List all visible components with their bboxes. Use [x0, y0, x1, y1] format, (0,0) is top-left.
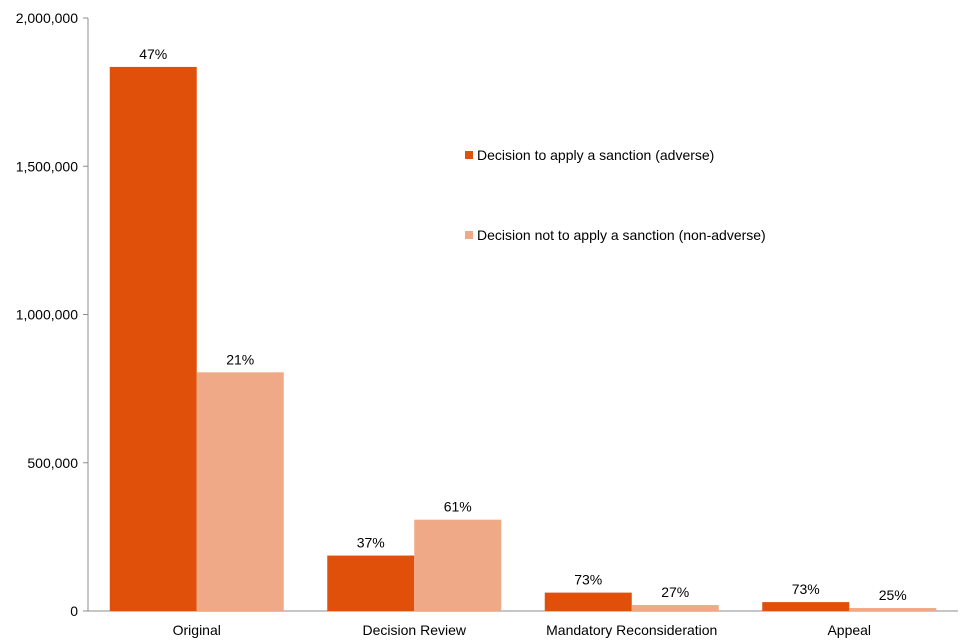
y-ticks: 0 500,000 1,000,000 1,500,000 2,000,000	[16, 10, 88, 619]
bar	[414, 519, 502, 611]
bar	[849, 608, 937, 611]
data-label: 25%	[879, 587, 907, 603]
category-label: Appeal	[827, 622, 871, 638]
bar	[762, 602, 850, 611]
legend-swatch	[465, 151, 473, 159]
bars	[109, 66, 937, 612]
data-label: 27%	[661, 584, 689, 600]
y-tick-label: 1,000,000	[16, 307, 78, 323]
category-label: Decision Review	[363, 622, 467, 638]
category-labels: Original Decision Review Mandatory Reconsi…	[173, 622, 871, 638]
y-tick-label: 2,000,000	[16, 10, 78, 26]
data-labels: 47% 21% 37% 61% 73% 27% 73% 25%	[139, 46, 907, 603]
legend: Decision to apply a sanction (adverse) De…	[465, 147, 766, 243]
data-label: 61%	[444, 499, 472, 515]
legend-label: Decision not to apply a sanction (non-ad…	[477, 227, 766, 243]
data-label: 37%	[357, 535, 385, 551]
bar	[196, 372, 284, 611]
bar	[109, 66, 197, 612]
bar	[544, 592, 632, 611]
legend-label: Decision to apply a sanction (adverse)	[477, 147, 714, 163]
bar	[631, 605, 719, 611]
category-label: Mandatory Reconsideration	[546, 622, 717, 638]
category-label: Original	[173, 622, 221, 638]
y-tick-label: 1,500,000	[16, 158, 78, 174]
y-tick-label: 500,000	[27, 455, 78, 471]
legend-swatch	[465, 231, 473, 239]
data-label: 73%	[574, 572, 602, 588]
y-tick-label: 0	[70, 603, 78, 619]
data-label: 47%	[139, 46, 167, 62]
bar	[327, 555, 415, 611]
data-label: 21%	[226, 351, 254, 367]
data-label: 73%	[792, 581, 820, 597]
